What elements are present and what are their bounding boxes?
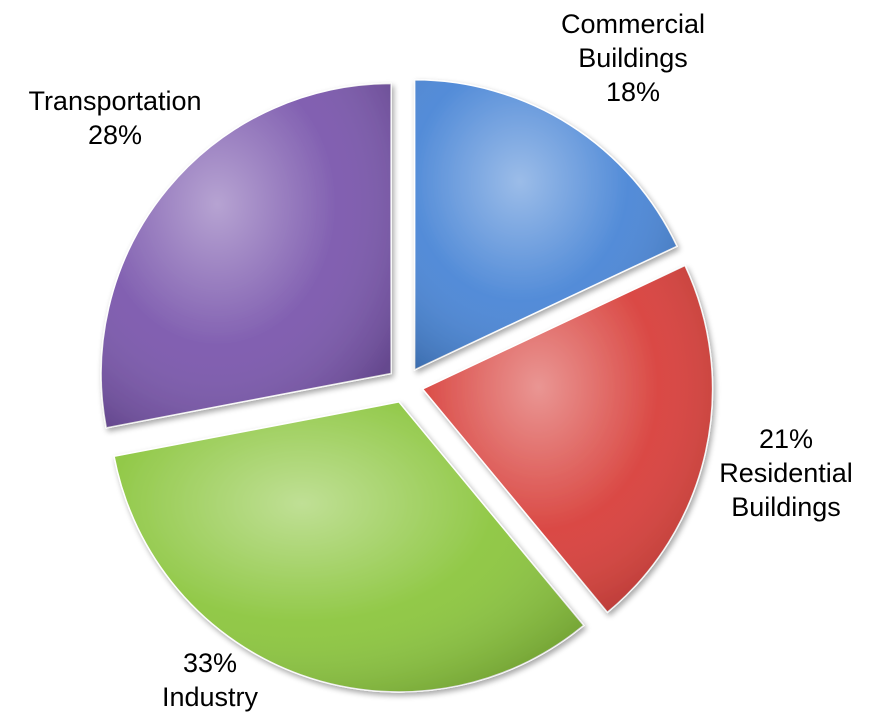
slice-shine-commercial-buildings — [414, 79, 678, 370]
slice-label-line: Residential — [719, 458, 853, 488]
slice-label-line: 18% — [606, 77, 660, 107]
slice-label-transportation: Transportation 28% — [28, 86, 201, 150]
slice-label-line: Industry — [162, 682, 259, 712]
slice-label-industry: 33% Industry — [162, 648, 259, 712]
slice-label-line: Buildings — [578, 43, 688, 73]
slice-label-line: 33% — [183, 648, 237, 678]
slice-commercial-buildings — [413, 79, 679, 371]
slice-label-line: 28% — [88, 120, 142, 150]
pie-slices — [100, 79, 714, 693]
slice-labels: Commercial Buildings 18% 21% Residential Buil… — [28, 9, 852, 712]
slice-label-line: Transportation — [28, 86, 201, 116]
slice-industry — [113, 401, 585, 693]
slice-label-line: Commercial — [561, 9, 705, 39]
slice-residential-buildings — [421, 264, 714, 614]
slice-label-line: Buildings — [731, 492, 841, 522]
slice-label-residential-buildings: 21% Residential Buildings — [719, 424, 853, 522]
slice-shine-residential-buildings — [422, 265, 713, 613]
slice-shine-transportation — [101, 83, 392, 428]
slice-label-commercial-buildings: Commercial Buildings 18% — [561, 9, 705, 107]
slice-label-line: 21% — [759, 424, 813, 454]
slice-shine-industry — [114, 401, 584, 692]
slice-transportation — [100, 82, 392, 429]
